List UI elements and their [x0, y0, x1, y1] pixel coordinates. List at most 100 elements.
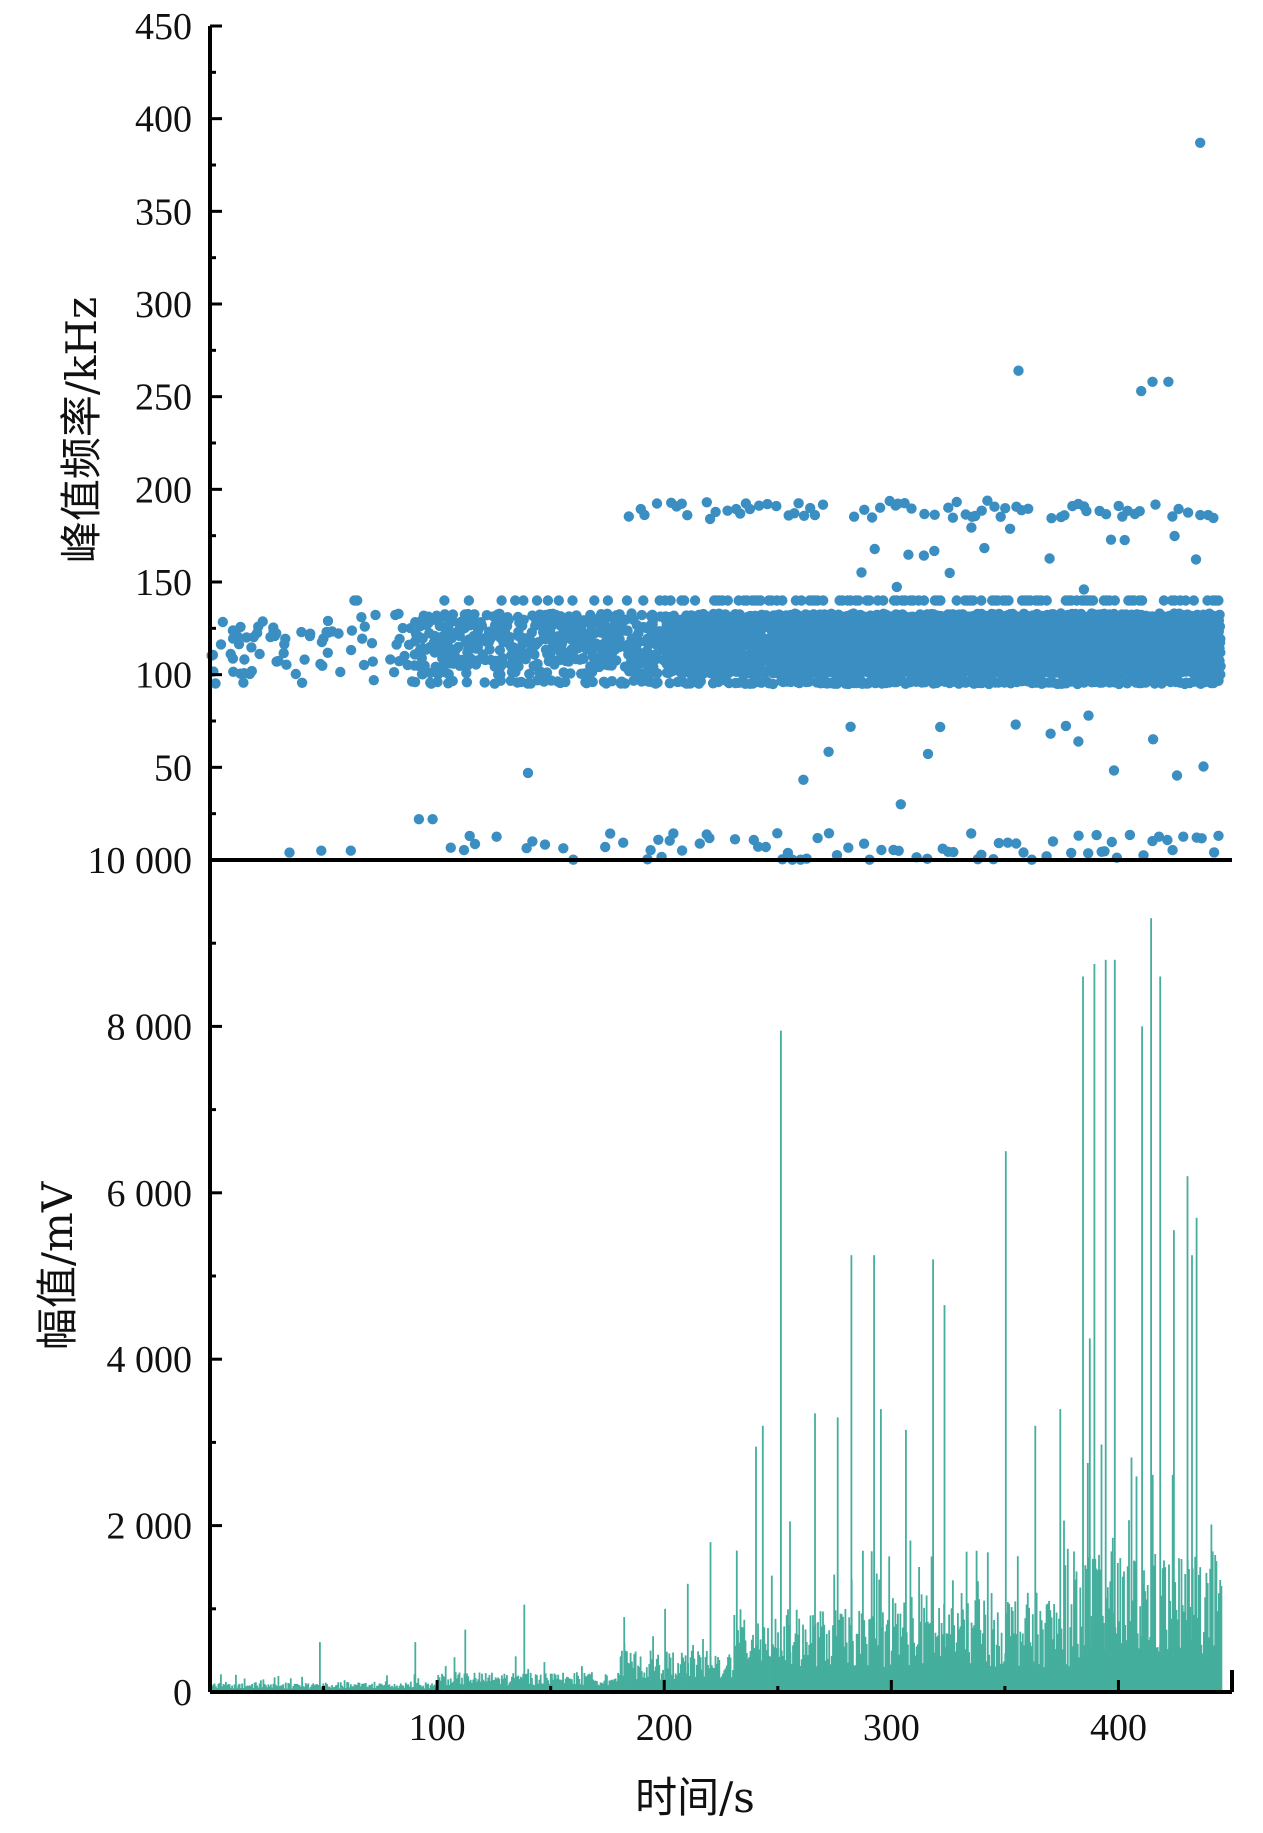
bottom-x-tick-label: 400 — [1090, 1707, 1147, 1749]
amplitude-bar — [1090, 1616, 1093, 1692]
scatter-point — [495, 669, 506, 680]
scatter-point — [541, 667, 553, 678]
amplitude-bar — [885, 1624, 888, 1692]
amplitude-bar — [958, 1629, 960, 1692]
scatter-point — [682, 510, 693, 521]
scatter-point — [1003, 595, 1014, 606]
scatter-point — [935, 721, 946, 733]
amplitude-bar — [889, 1664, 892, 1692]
amplitude-bar — [915, 1646, 918, 1692]
amplitude-bar — [382, 1685, 385, 1692]
amplitude-bar — [937, 1635, 939, 1692]
amplitude-bar — [1133, 1560, 1135, 1692]
amplitude-bar — [255, 1682, 257, 1692]
scatter-point — [1134, 506, 1145, 517]
amplitude-bar — [773, 1647, 776, 1692]
amplitude-bar — [538, 1679, 541, 1692]
scatter-point — [589, 595, 600, 606]
amplitude-bar — [1144, 1591, 1147, 1692]
amplitude-bar — [836, 1417, 839, 1692]
amplitude-bar — [740, 1627, 743, 1692]
amplitude-bar — [1211, 1551, 1214, 1692]
amplitude-bar — [1216, 1611, 1219, 1692]
scatter-point — [735, 508, 746, 519]
amplitude-bar — [770, 1575, 773, 1692]
amplitude-bar — [563, 1683, 566, 1692]
amplitude-bar — [1015, 1634, 1018, 1692]
top-y-tick-label: 450 — [135, 6, 192, 48]
amplitude-bar — [838, 1619, 841, 1692]
scatter-point — [513, 661, 524, 672]
amplitude-bar — [818, 1637, 821, 1692]
amplitude-bar — [211, 1685, 213, 1692]
amplitude-bar — [802, 1624, 804, 1692]
amplitude-bar — [258, 1683, 261, 1692]
bottom-y-tick-label: 0 — [173, 1672, 192, 1714]
amplitude-bar — [527, 1669, 530, 1692]
amplitude-bar — [947, 1633, 949, 1692]
amplitude-bar — [587, 1674, 589, 1692]
amplitude-bar — [586, 1676, 588, 1692]
amplitude-bar — [710, 1665, 713, 1692]
amplitude-bar — [364, 1683, 367, 1692]
amplitude-bar — [943, 1305, 946, 1692]
amplitude-bar — [1099, 1569, 1102, 1692]
scatter-point — [217, 616, 228, 628]
amplitude-bar — [384, 1681, 387, 1692]
amplitude-bar — [346, 1682, 348, 1692]
amplitude-bar — [529, 1672, 532, 1692]
amplitude-bar — [1173, 1230, 1175, 1692]
amplitude-bar — [887, 1619, 889, 1692]
amplitude-bar — [685, 1673, 688, 1692]
amplitude-bar — [573, 1673, 576, 1692]
amplitude-bar — [743, 1619, 746, 1692]
amplitude-bar — [571, 1679, 573, 1692]
amplitude-bar — [517, 1675, 520, 1692]
amplitude-bar — [306, 1684, 308, 1692]
amplitude-bar — [895, 1624, 898, 1692]
amplitude-bar — [574, 1684, 577, 1692]
scatter-point — [614, 634, 625, 645]
scatter-point — [843, 842, 854, 853]
amplitude-bar — [752, 1634, 754, 1692]
scatter-point — [280, 633, 291, 644]
amplitude-bar — [812, 1615, 814, 1692]
amplitude-bar — [1095, 1568, 1098, 1692]
scatter-point — [947, 512, 959, 523]
amplitude-bar — [611, 1679, 613, 1692]
amplitude-bar — [621, 1650, 623, 1692]
amplitude-bar — [488, 1674, 491, 1692]
scatter-point — [235, 621, 246, 633]
amplitude-bar — [324, 1682, 327, 1692]
scatter-point — [1087, 595, 1099, 606]
amplitude-bar — [411, 1687, 413, 1692]
amplitude-bar — [850, 1255, 853, 1692]
amplitude-bar — [212, 1684, 215, 1692]
scatter-point — [1059, 510, 1070, 521]
amplitude-bar — [1120, 1643, 1123, 1692]
peak-frequency-panel: 10 000 50 100 150 200 250 300 350 400 450 — [88, 6, 1232, 882]
amplitude-bar — [725, 1665, 728, 1692]
amplitude-bar — [351, 1686, 353, 1692]
amplitude-bar — [539, 1674, 542, 1692]
amplitude-bar — [617, 1672, 619, 1692]
amplitude-bar — [260, 1680, 262, 1692]
amplitude-bar — [1128, 1520, 1130, 1692]
amplitude-bar — [719, 1677, 722, 1692]
amplitude-bar — [294, 1684, 297, 1692]
amplitude-bar — [607, 1685, 609, 1692]
amplitude-bar — [293, 1683, 296, 1692]
scatter-point — [1099, 846, 1110, 857]
amplitude-bar — [371, 1683, 373, 1692]
amplitude-bar — [358, 1682, 361, 1692]
amplitude-bar — [1121, 1576, 1124, 1692]
amplitude-bar — [1110, 1551, 1113, 1692]
scatter-point — [453, 641, 464, 653]
amplitude-bar — [1145, 1599, 1148, 1692]
amplitude-bar — [253, 1682, 256, 1692]
scatter-point — [729, 834, 741, 845]
scatter-point — [527, 836, 538, 847]
amplitude-bar — [1203, 1632, 1205, 1692]
scatter-point — [755, 595, 766, 606]
amplitude-bar — [747, 1658, 749, 1692]
